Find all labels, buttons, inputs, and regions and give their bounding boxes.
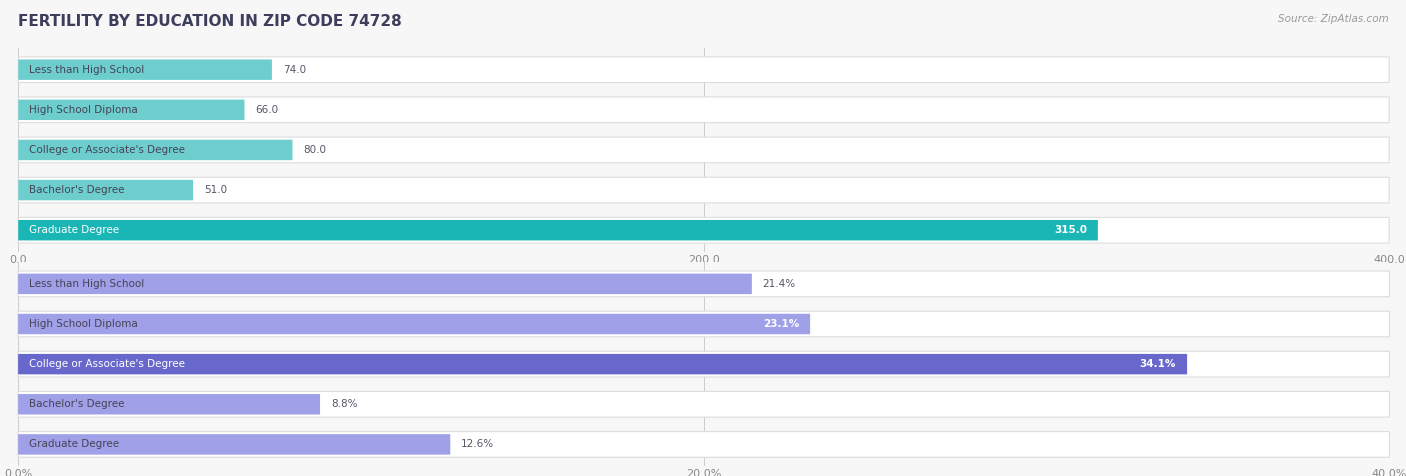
- FancyBboxPatch shape: [18, 60, 271, 80]
- FancyBboxPatch shape: [18, 180, 193, 200]
- FancyBboxPatch shape: [18, 394, 321, 415]
- FancyBboxPatch shape: [18, 274, 752, 294]
- FancyBboxPatch shape: [18, 354, 1187, 374]
- FancyBboxPatch shape: [18, 220, 1098, 240]
- Text: High School Diploma: High School Diploma: [30, 319, 138, 329]
- FancyBboxPatch shape: [18, 434, 450, 455]
- Text: Bachelor's Degree: Bachelor's Degree: [30, 399, 125, 409]
- Text: Less than High School: Less than High School: [30, 279, 145, 289]
- FancyBboxPatch shape: [18, 314, 810, 334]
- Text: 80.0: 80.0: [304, 145, 326, 155]
- FancyBboxPatch shape: [18, 391, 1389, 417]
- Text: 8.8%: 8.8%: [330, 399, 357, 409]
- FancyBboxPatch shape: [18, 432, 1389, 457]
- FancyBboxPatch shape: [18, 177, 1389, 203]
- Text: 34.1%: 34.1%: [1140, 359, 1175, 369]
- Text: 23.1%: 23.1%: [762, 319, 799, 329]
- Text: Source: ZipAtlas.com: Source: ZipAtlas.com: [1278, 14, 1389, 24]
- Text: Bachelor's Degree: Bachelor's Degree: [30, 185, 125, 195]
- FancyBboxPatch shape: [18, 311, 1389, 337]
- FancyBboxPatch shape: [18, 99, 245, 120]
- Text: 74.0: 74.0: [283, 65, 307, 75]
- Text: College or Associate's Degree: College or Associate's Degree: [30, 359, 186, 369]
- Text: 12.6%: 12.6%: [461, 439, 494, 449]
- FancyBboxPatch shape: [18, 57, 1389, 82]
- FancyBboxPatch shape: [18, 97, 1389, 123]
- Text: 66.0: 66.0: [256, 105, 278, 115]
- Text: 51.0: 51.0: [204, 185, 228, 195]
- Text: Graduate Degree: Graduate Degree: [30, 439, 120, 449]
- Text: Less than High School: Less than High School: [30, 65, 145, 75]
- Text: High School Diploma: High School Diploma: [30, 105, 138, 115]
- FancyBboxPatch shape: [18, 351, 1389, 377]
- FancyBboxPatch shape: [18, 140, 292, 160]
- Text: Graduate Degree: Graduate Degree: [30, 225, 120, 235]
- Text: 315.0: 315.0: [1054, 225, 1087, 235]
- FancyBboxPatch shape: [18, 137, 1389, 163]
- Text: College or Associate's Degree: College or Associate's Degree: [30, 145, 186, 155]
- Text: FERTILITY BY EDUCATION IN ZIP CODE 74728: FERTILITY BY EDUCATION IN ZIP CODE 74728: [18, 14, 402, 30]
- FancyBboxPatch shape: [18, 271, 1389, 297]
- Text: 21.4%: 21.4%: [762, 279, 796, 289]
- FancyBboxPatch shape: [18, 218, 1389, 243]
